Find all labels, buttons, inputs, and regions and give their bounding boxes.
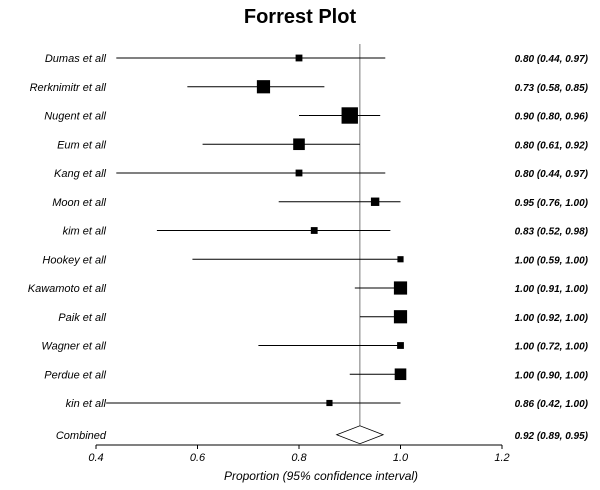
- estimate-marker: [393, 281, 408, 295]
- ci-value: 1.00 (0.59, 1.00): [515, 255, 589, 266]
- estimate-marker: [295, 54, 303, 62]
- ci-value: 0.80 (0.44, 0.97): [515, 169, 589, 180]
- study-label: Paik et all: [58, 312, 106, 324]
- study-label: kim et all: [63, 226, 107, 238]
- study-label: Dumas et all: [45, 53, 107, 65]
- ci-value: 0.86 (0.42, 1.00): [515, 399, 589, 410]
- study-label: Wagner et all: [41, 341, 106, 353]
- ci-value: 0.90 (0.80, 0.96): [515, 112, 589, 123]
- ci-value: 0.83 (0.52, 0.98): [515, 227, 589, 238]
- study-label: Eum et all: [57, 139, 106, 151]
- study-label: Hookey et all: [42, 254, 106, 266]
- ci-value: 1.00 (0.92, 1.00): [515, 313, 589, 324]
- estimate-marker: [370, 197, 380, 206]
- ci-value: 0.80 (0.44, 0.97): [515, 54, 589, 65]
- estimate-marker: [397, 342, 404, 349]
- estimate-marker: [295, 169, 303, 177]
- x-axis-label: Proportion (95% confidence interval): [224, 469, 418, 483]
- ci-value: 0.73 (0.58, 0.85): [515, 83, 589, 94]
- estimate-marker: [393, 310, 408, 324]
- study-label: Nugent et all: [44, 111, 106, 123]
- ci-value: 1.00 (0.90, 1.00): [515, 370, 589, 381]
- combined-label: Combined: [56, 430, 107, 442]
- ci-value: 1.00 (0.72, 1.00): [515, 342, 589, 353]
- ci-value: 1.00 (0.91, 1.00): [515, 284, 589, 295]
- study-label: Kawamoto et all: [28, 283, 107, 295]
- study-label: kin et all: [66, 398, 107, 410]
- estimate-marker: [293, 138, 305, 151]
- estimate-marker: [394, 368, 407, 381]
- ci-value: 0.95 (0.76, 1.00): [515, 198, 589, 209]
- x-tick-label: 1.2: [494, 452, 509, 464]
- x-tick-label: 0.4: [88, 452, 103, 464]
- combined-diamond: [335, 425, 385, 445]
- study-label: Moon et all: [52, 197, 106, 209]
- estimate-marker: [397, 256, 404, 263]
- estimate-marker: [256, 80, 271, 94]
- estimate-marker: [310, 227, 318, 234]
- estimate-marker: [326, 399, 333, 407]
- x-tick-label: 0.6: [190, 452, 206, 464]
- x-tick-label: 1.0: [393, 452, 409, 464]
- study-label: Rerknimitr et all: [30, 82, 107, 94]
- study-label: Perdue et all: [44, 369, 106, 381]
- study-label: Kang et all: [54, 168, 107, 180]
- plot-area: Dumas et all 0.80 (0.44, 0.97) Rerknimitr …: [28, 44, 589, 464]
- combined-ci-value: 0.92 (0.89, 0.95): [515, 431, 589, 442]
- estimate-marker: [341, 107, 358, 124]
- ci-value: 0.80 (0.61, 0.92): [515, 140, 589, 151]
- chart-title: Forrest Plot: [244, 6, 357, 28]
- x-tick-label: 0.8: [291, 452, 307, 464]
